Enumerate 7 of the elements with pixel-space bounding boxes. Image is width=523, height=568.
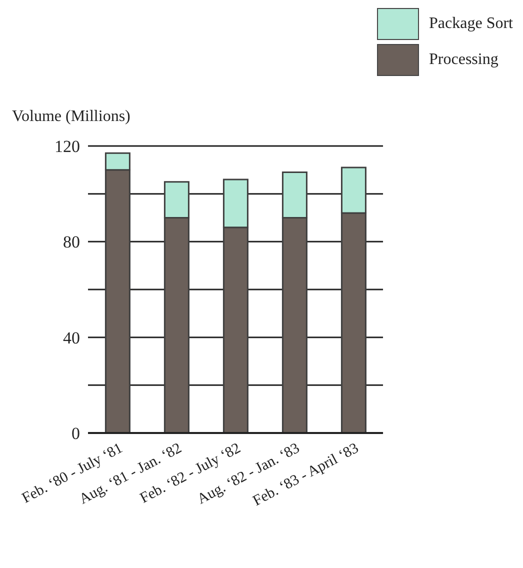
y-tick-label: 0 [72,424,80,444]
y-tick-label: 80 [63,232,80,252]
y-tick-label: 120 [54,137,80,156]
legend-label: Package Sort [429,15,513,33]
y-axis-title: Volume (Millions) [12,108,130,126]
legend-label: Processing [429,51,498,69]
y-tick-label: 40 [63,328,80,348]
